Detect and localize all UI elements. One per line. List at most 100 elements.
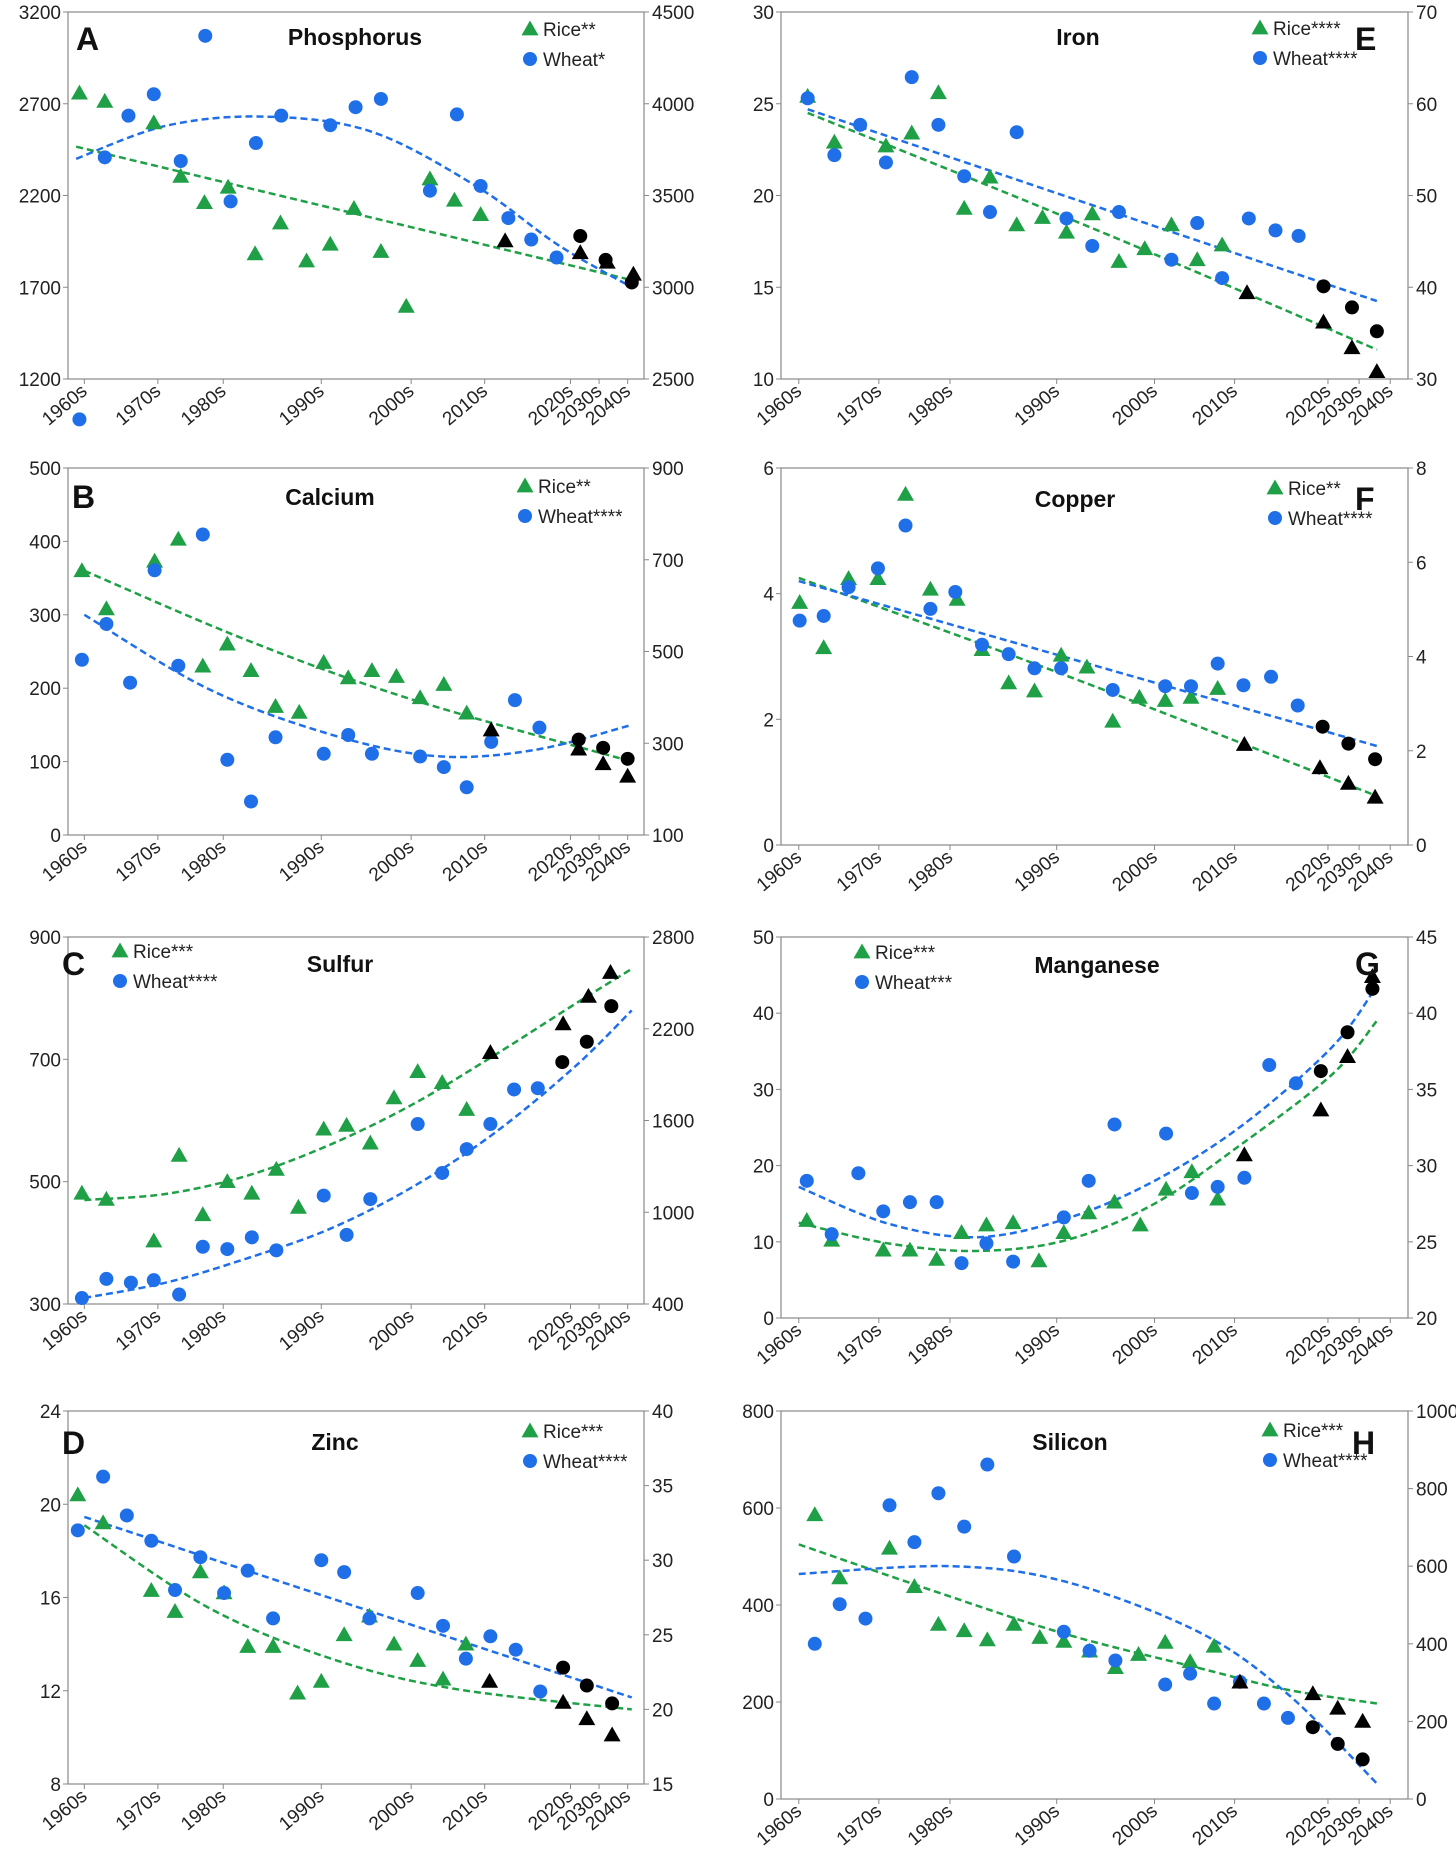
legend-rice-marker bbox=[516, 477, 534, 493]
x-tick-label: 2000s bbox=[1109, 1801, 1162, 1850]
wheat-projection-point bbox=[1305, 1720, 1320, 1735]
rice-point bbox=[1004, 1214, 1022, 1230]
wheat-point bbox=[362, 1611, 377, 1626]
wheat-point bbox=[1111, 205, 1126, 220]
wheat-point bbox=[1183, 1666, 1198, 1681]
rice-point bbox=[169, 530, 187, 546]
rice-point bbox=[264, 1637, 282, 1653]
wheat-projection-point bbox=[598, 252, 613, 267]
rice-point bbox=[1005, 1615, 1023, 1631]
wheat-point bbox=[1105, 682, 1120, 697]
left-tick-label: 0 bbox=[763, 1309, 774, 1330]
wheat-point bbox=[144, 1533, 159, 1548]
wheat-point bbox=[1291, 228, 1306, 243]
rice-point bbox=[1031, 1628, 1049, 1644]
right-tick-label: 35 bbox=[1416, 1080, 1437, 1101]
left-tick-label: 20 bbox=[753, 187, 774, 208]
legend-rice-label: Rice*** bbox=[875, 943, 936, 964]
wheat-point bbox=[269, 1243, 284, 1258]
rice-point bbox=[977, 1216, 995, 1232]
rice-point bbox=[339, 669, 357, 685]
wheat-point bbox=[459, 1142, 474, 1157]
rice-projection-point bbox=[1366, 788, 1384, 804]
wheat-point bbox=[1264, 669, 1279, 684]
wheat-point bbox=[266, 1611, 281, 1626]
panel-calcium: 0 100 200 300 400 500 100 300 500 700 900 1960s 1970… bbox=[29, 459, 683, 886]
x-tick-label: 1980s bbox=[904, 847, 957, 896]
wheat-point bbox=[123, 675, 138, 690]
wheat-projection-point bbox=[1355, 1752, 1370, 1767]
panel-letter: B bbox=[72, 479, 95, 515]
wheat-point bbox=[501, 211, 516, 226]
wheat-point bbox=[70, 1523, 85, 1538]
right-tick-label: 40 bbox=[652, 1402, 673, 1423]
legend-rice-marker bbox=[521, 1422, 539, 1438]
right-tick-label: 0 bbox=[1416, 1790, 1427, 1811]
wheat-projection-point bbox=[1315, 719, 1330, 734]
wheat-point bbox=[171, 658, 186, 673]
rice-projection-point bbox=[1238, 284, 1256, 300]
wheat-point bbox=[524, 232, 539, 247]
rice-point bbox=[345, 200, 363, 215]
left-tick-label: 300 bbox=[29, 1295, 61, 1316]
rice-point bbox=[194, 1206, 212, 1222]
x-tick-label: 1970s bbox=[112, 381, 165, 430]
wheat-point bbox=[1241, 211, 1256, 226]
right-tick-label: 40 bbox=[1416, 1004, 1437, 1025]
rice-point bbox=[897, 485, 915, 501]
rice-point bbox=[142, 1582, 160, 1597]
rice-projection-point bbox=[594, 755, 612, 771]
rice-point bbox=[363, 662, 381, 677]
rice-point bbox=[243, 1184, 261, 1200]
panel-letter: E bbox=[1355, 21, 1376, 57]
x-tick-label: 1990s bbox=[275, 837, 328, 886]
wheat-point bbox=[1082, 1643, 1097, 1658]
right-tick-label: 30 bbox=[1416, 1157, 1437, 1178]
wheat-projection-point bbox=[624, 275, 639, 290]
legend-rice-marker bbox=[111, 942, 129, 958]
wheat-point bbox=[1164, 252, 1179, 267]
wheat-point bbox=[870, 561, 885, 576]
rice-point bbox=[421, 170, 439, 186]
legend-rice-label: Rice*** bbox=[133, 942, 194, 963]
wheat-point bbox=[244, 1230, 259, 1245]
left-tick-label: 30 bbox=[753, 1080, 774, 1101]
rice-point bbox=[145, 1232, 163, 1248]
x-tick-label: 2010s bbox=[439, 1306, 492, 1355]
wheat-point bbox=[97, 150, 112, 165]
rice-point bbox=[1052, 646, 1070, 662]
wheat-projection-point bbox=[1368, 752, 1383, 767]
wheat-point bbox=[816, 608, 831, 623]
rice-point bbox=[1183, 1163, 1201, 1179]
wheat-point bbox=[337, 1565, 352, 1580]
right-tick-label: 4 bbox=[1416, 648, 1427, 669]
wheat-point bbox=[832, 1597, 847, 1612]
panel-title: Iron bbox=[1056, 24, 1099, 50]
left-tick-label: 0 bbox=[763, 1790, 774, 1811]
wheat-point bbox=[853, 117, 868, 132]
rice-point bbox=[409, 1063, 427, 1078]
right-tick-label: 700 bbox=[652, 551, 684, 572]
rice-point bbox=[881, 1539, 899, 1555]
right-tick-label: 2200 bbox=[652, 1020, 694, 1041]
rice-point bbox=[791, 593, 809, 609]
rice-point bbox=[1181, 1653, 1199, 1669]
rice-projection-point bbox=[1329, 1699, 1347, 1715]
rice-point bbox=[840, 570, 858, 585]
wheat-point bbox=[983, 205, 997, 220]
legend-rice-label: Rice*** bbox=[1283, 1421, 1344, 1442]
wheat-point bbox=[339, 1227, 354, 1242]
x-tick-label: 2000s bbox=[365, 1306, 418, 1355]
wheat-point bbox=[549, 250, 564, 265]
rice-point bbox=[246, 245, 264, 261]
rice-point bbox=[73, 1184, 91, 1200]
rice-point bbox=[921, 580, 939, 596]
x-tick-label: 1990s bbox=[275, 1306, 328, 1355]
wheat-point bbox=[974, 637, 989, 652]
wheat-point bbox=[507, 693, 522, 708]
rice-projection-point bbox=[1343, 339, 1361, 355]
right-tick-label: 15 bbox=[652, 1775, 673, 1796]
x-tick-label: 1980s bbox=[177, 1786, 230, 1835]
right-tick-label: 25 bbox=[652, 1626, 673, 1647]
wheat-point bbox=[223, 194, 238, 209]
